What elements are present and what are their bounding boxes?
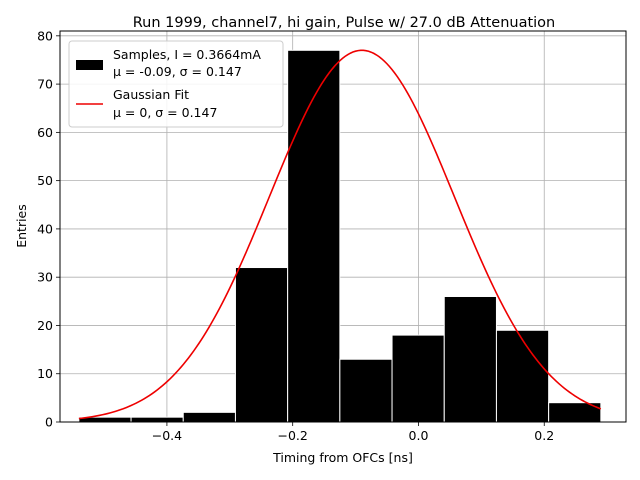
legend-fit-stats: μ = 0, σ = 0.147 — [113, 105, 217, 120]
histogram-bar — [443, 295, 497, 423]
y-tick-label: 0 — [45, 415, 53, 430]
x-axis-label: Timing from OFCs [ns] — [272, 450, 413, 465]
y-axis-ticks: 0 10 20 30 40 50 60 70 80 — [37, 28, 60, 430]
histogram-bar — [130, 416, 184, 423]
y-tick-label: 60 — [37, 125, 53, 140]
histogram-bar — [339, 358, 393, 423]
plot-frame — [59, 30, 627, 423]
histogram-bar — [287, 49, 341, 423]
y-tick-label: 70 — [37, 77, 53, 92]
chart-title: Run 1999, channel7, hi gain, Pulse w/ 27… — [133, 15, 556, 31]
y-tick-label: 80 — [37, 28, 53, 43]
legend-samples-label: Samples, I = 0.3664mA — [113, 47, 261, 62]
histogram-bar — [495, 329, 550, 423]
x-tick-label: 0.0 — [409, 428, 429, 443]
histogram-bars — [78, 49, 602, 423]
legend: Samples, I = 0.3664mA μ = -0.09, σ = 0.1… — [68, 40, 284, 128]
legend-box — [68, 40, 284, 128]
legend-samples-swatch — [76, 60, 103, 70]
y-tick-label: 30 — [37, 270, 53, 285]
histogram-bar — [182, 411, 236, 423]
x-tick-label: 0.2 — [534, 428, 554, 443]
histogram-bar — [234, 267, 289, 423]
y-axis-label: Entries — [14, 204, 29, 248]
y-tick-label: 40 — [37, 221, 53, 236]
x-tick-label: −0.2 — [278, 428, 308, 443]
x-axis-ticks: −0.4 −0.2 0.0 0.2 — [152, 422, 554, 443]
x-tick-label: −0.4 — [152, 428, 182, 443]
legend-fit-label: Gaussian Fit — [113, 87, 189, 102]
gaussian-fit-layer — [78, 49, 602, 420]
gaussian-fit-curve — [78, 49, 602, 420]
y-tick-label: 10 — [37, 366, 53, 381]
histogram-bar — [391, 334, 445, 423]
legend-samples-stats: μ = -0.09, σ = 0.147 — [113, 64, 242, 79]
y-tick-label: 50 — [37, 173, 53, 188]
y-tick-label: 20 — [37, 318, 53, 333]
